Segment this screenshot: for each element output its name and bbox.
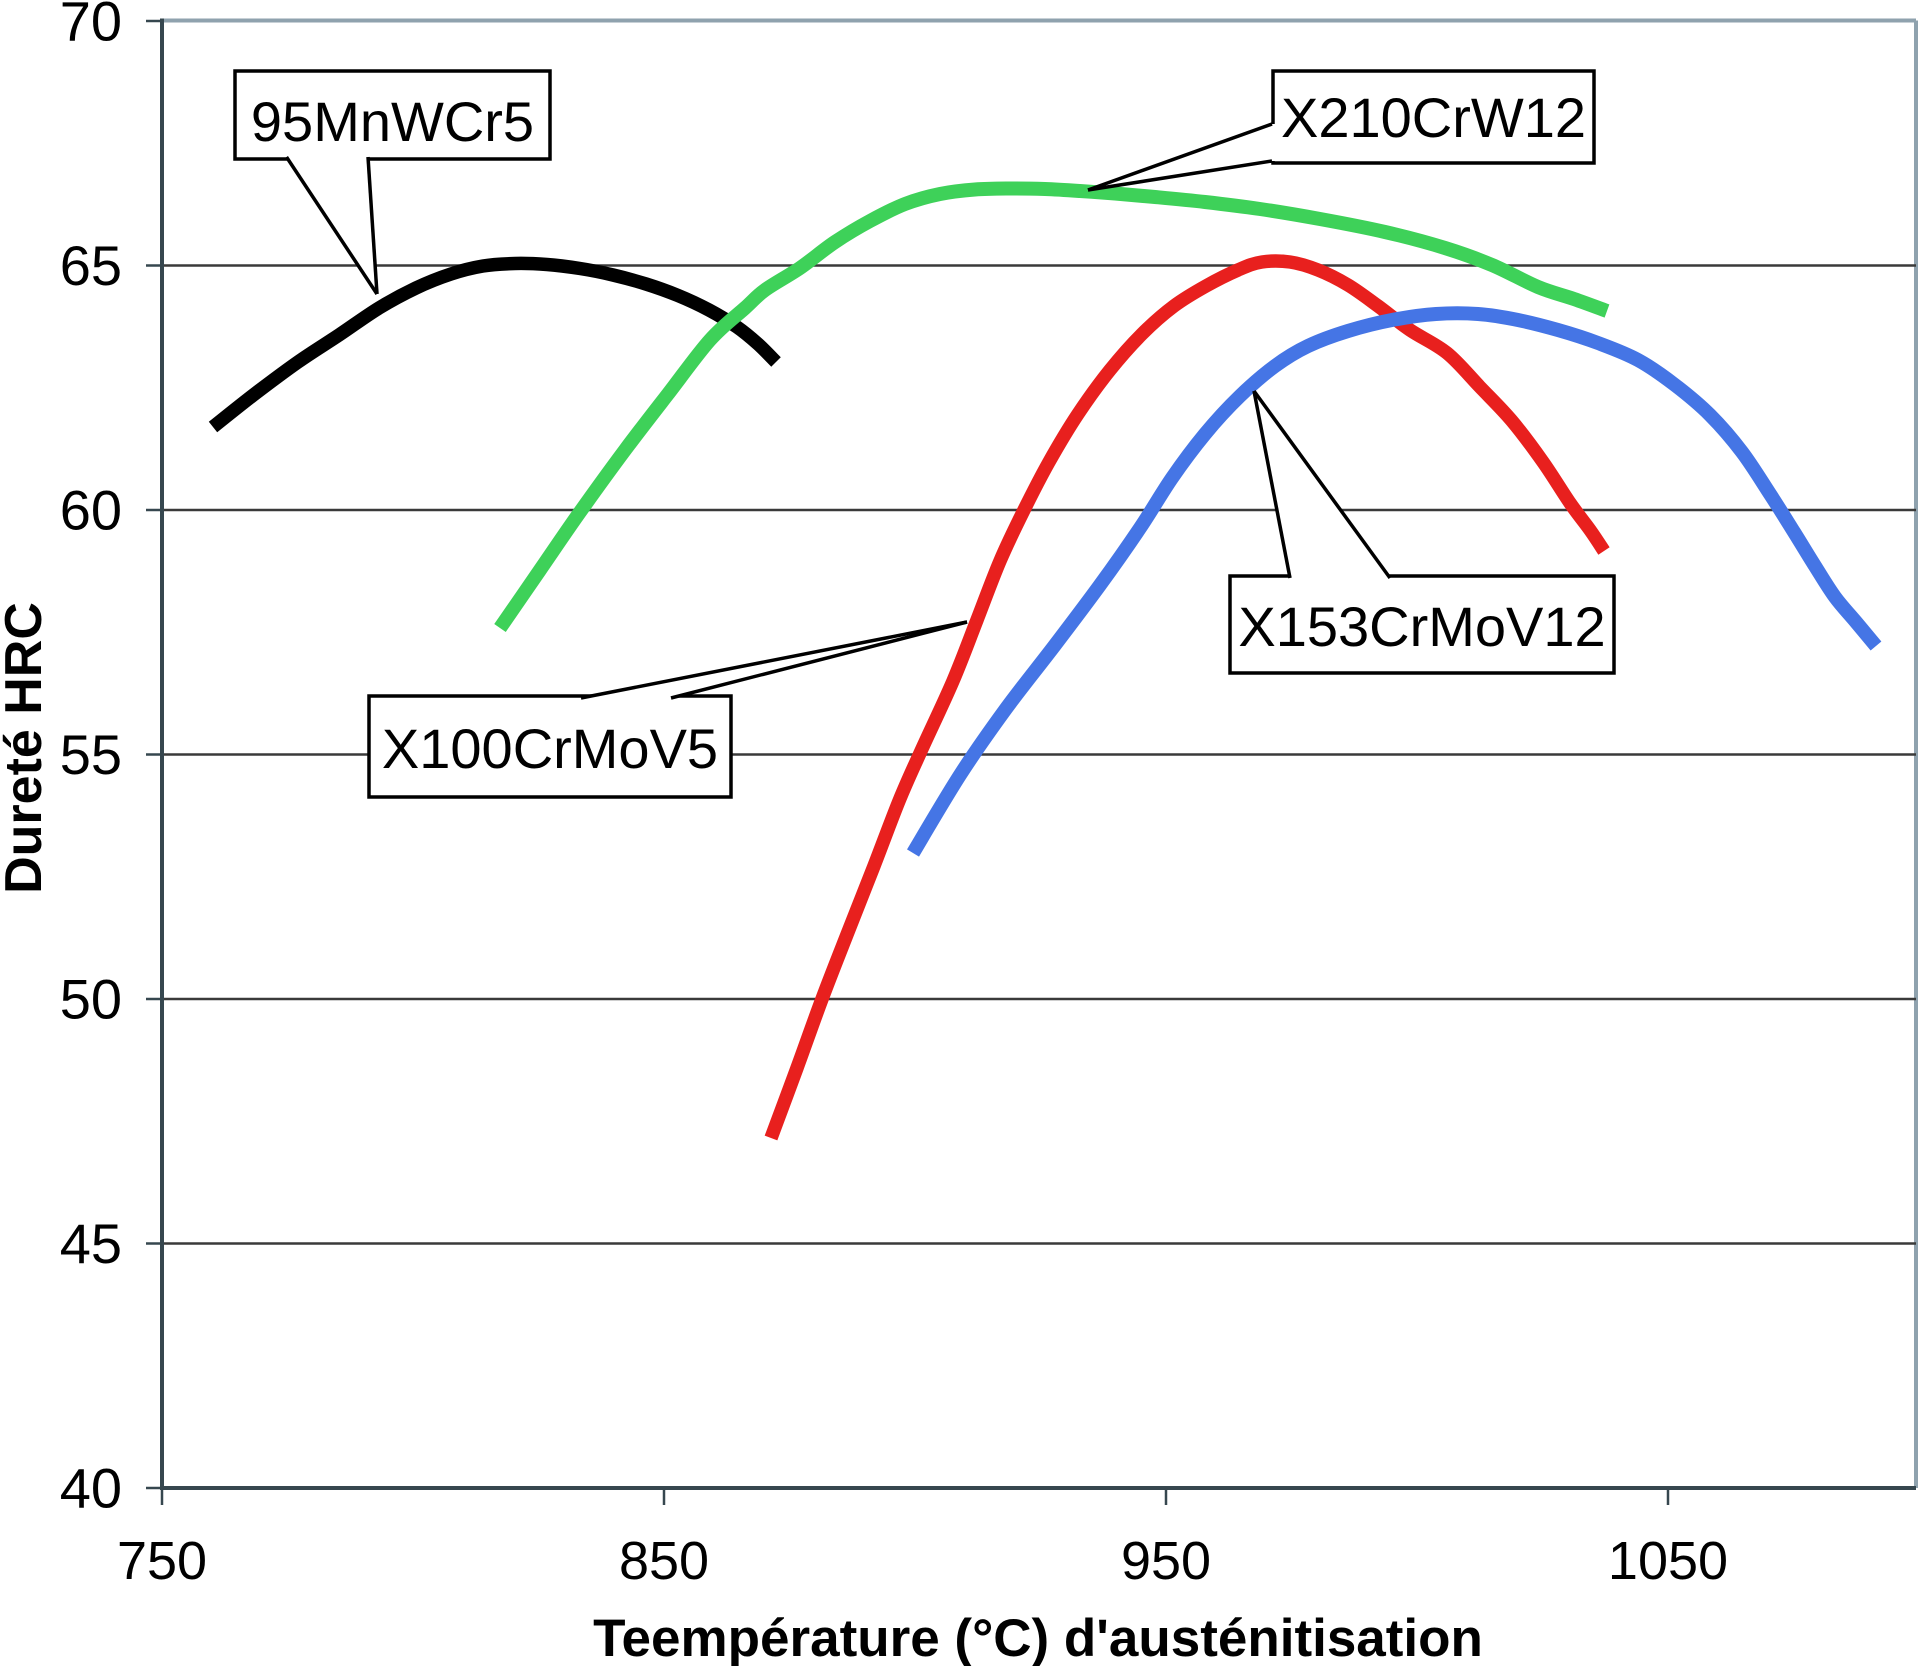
svg-text:Dureté HRC: Dureté HRC [0, 602, 53, 894]
svg-text:50: 50 [60, 968, 122, 1031]
svg-text:65: 65 [60, 234, 122, 297]
svg-text:X153CrMoV12: X153CrMoV12 [1238, 595, 1605, 658]
svg-text:X100CrMoV5: X100CrMoV5 [382, 717, 718, 780]
svg-text:950: 950 [1121, 1531, 1211, 1591]
svg-text:95MnWCr5: 95MnWCr5 [251, 90, 534, 153]
svg-text:750: 750 [117, 1531, 207, 1591]
svg-text:Teempérature (°C) d'austénitis: Teempérature (°C) d'austénitisation [593, 1609, 1483, 1666]
svg-text:55: 55 [60, 723, 122, 786]
svg-text:1050: 1050 [1608, 1531, 1728, 1591]
svg-text:850: 850 [619, 1531, 709, 1591]
svg-text:45: 45 [60, 1212, 122, 1275]
svg-text:60: 60 [60, 479, 122, 542]
svg-text:X210CrW12: X210CrW12 [1281, 86, 1586, 149]
svg-text:70: 70 [60, 0, 122, 53]
svg-text:40: 40 [60, 1457, 122, 1520]
